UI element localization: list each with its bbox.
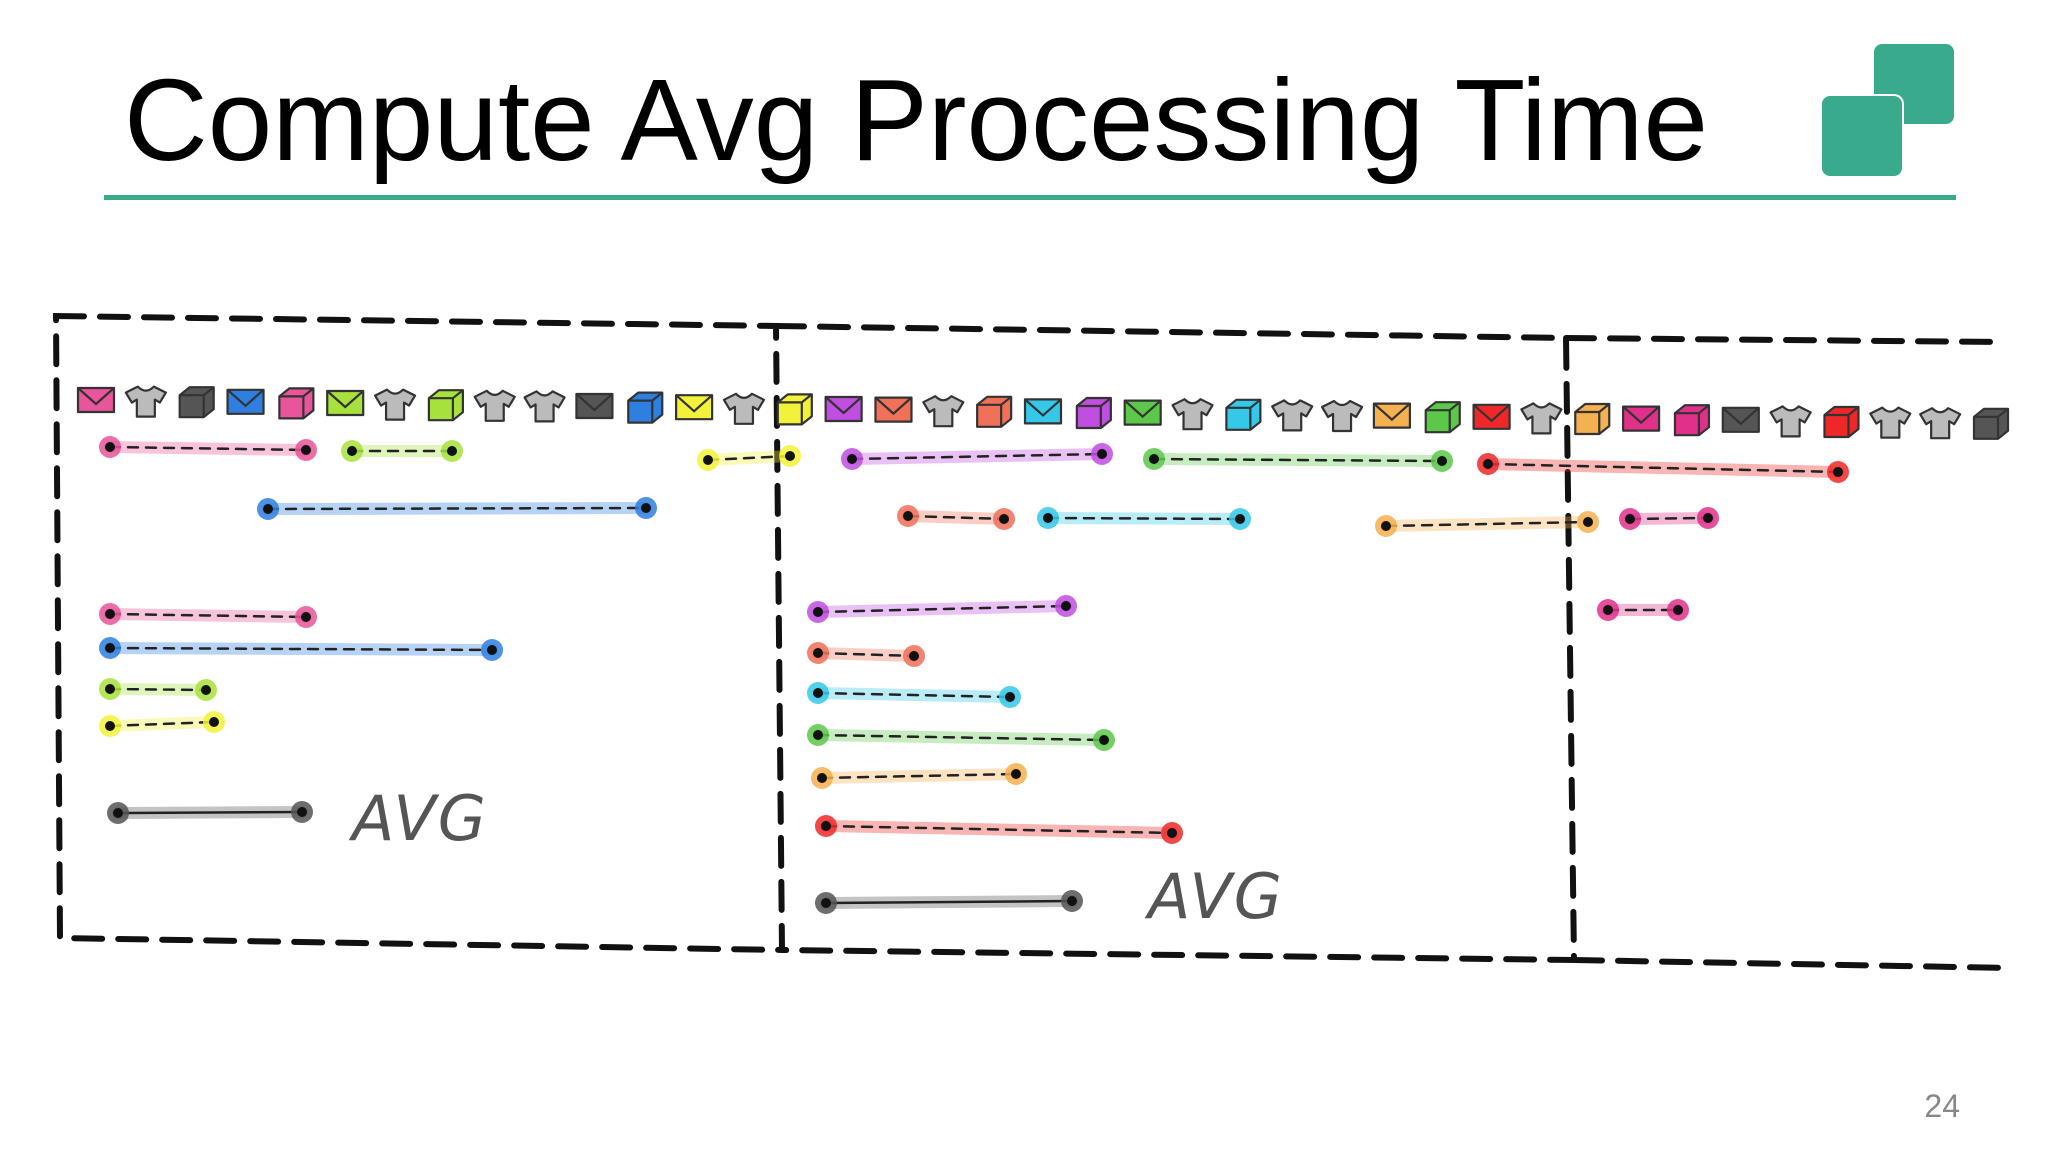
item-stream <box>76 385 2010 440</box>
summary-segment-w2-5 <box>811 763 1027 789</box>
tshirt-icon <box>523 390 566 423</box>
box-icon <box>1574 402 1611 436</box>
box-icon <box>1075 396 1112 430</box>
summary-segment-w1-3 <box>99 678 217 701</box>
avg-segment-w2 <box>815 890 1083 914</box>
slide-title: Compute Avg Processing Time <box>124 55 1708 185</box>
tshirt-icon <box>722 392 766 425</box>
stream-segment-w2-4 <box>897 505 1015 530</box>
stream-segment-w3-1 <box>1619 507 1719 530</box>
summary-segment-w2-1 <box>807 595 1077 623</box>
envelope-icon <box>226 388 265 415</box>
stream-segment-w1-3 <box>257 497 657 520</box>
envelope-icon <box>1023 398 1063 425</box>
tshirt-icon <box>1171 398 1214 431</box>
title-underline <box>104 195 1956 200</box>
summary-segment-w1-1 <box>99 603 317 628</box>
envelope-icon <box>1372 402 1411 429</box>
window-boundary-3 <box>1563 335 2003 345</box>
box-icon <box>1972 407 2010 440</box>
envelope-icon <box>874 396 913 423</box>
envelope-icon <box>575 392 614 420</box>
box-icon <box>776 393 813 426</box>
summary-segment-w1-2 <box>99 637 503 661</box>
box-icon <box>1225 398 1262 431</box>
envelope-icon <box>1472 403 1511 430</box>
tshirt-icon <box>922 395 965 428</box>
tshirt-icon <box>1320 399 1364 433</box>
logo-icon <box>1822 44 1958 180</box>
summary-segment-w2-3 <box>807 682 1021 708</box>
stream-segment-w1-2 <box>341 440 463 462</box>
envelope-icon <box>1123 399 1162 426</box>
window-boundary-4 <box>1571 957 2015 971</box>
box-icon <box>976 395 1013 428</box>
window-boundary-2 <box>773 323 1578 964</box>
envelope-icon <box>824 395 863 423</box>
box-icon <box>427 389 464 422</box>
envelope-icon <box>1721 406 1760 433</box>
processing-segments <box>99 436 1849 914</box>
box-icon <box>178 386 215 419</box>
summary-segment-w3-1 <box>1597 599 1689 621</box>
page-number: 24 <box>1924 1088 1960 1124</box>
tshirt-icon <box>1271 399 1314 432</box>
stream-segment-w2-6 <box>1375 511 1599 537</box>
summary-segment-w2-2 <box>807 642 925 667</box>
tshirt-icon <box>473 389 516 422</box>
summary-segment-w2-4 <box>807 724 1115 751</box>
tshirt-icon <box>124 385 167 418</box>
tshirt-icon <box>1919 407 1962 440</box>
summary-segment-w2-6 <box>815 815 1183 844</box>
summary-segment-w1-4 <box>99 711 225 737</box>
tshirt-icon <box>1869 406 1912 439</box>
stream-segment-w2-3 <box>1477 453 1849 483</box>
avg-label-window-1: AVG <box>348 782 488 855</box>
stream-segment-w2-1 <box>841 443 1113 470</box>
stream-segment-w2-2 <box>1143 448 1453 472</box>
box-icon <box>278 387 315 420</box>
stream-segment-w2-5 <box>1037 507 1251 530</box>
box-icon <box>1673 404 1711 437</box>
envelope-icon <box>675 394 714 421</box>
window-boxes <box>52 312 2015 971</box>
box-icon <box>1424 401 1461 434</box>
avg-segments: AVG AVG <box>348 782 1284 933</box>
stream-segment-w1-4 <box>697 445 801 471</box>
envelope-icon <box>1622 405 1661 432</box>
envelope-icon <box>326 389 365 417</box>
box-icon <box>1823 405 1860 439</box>
avg-label-window-2: AVG <box>1144 860 1284 933</box>
envelope-icon <box>76 386 116 414</box>
tshirt-icon <box>1769 405 1812 438</box>
tshirt-icon <box>373 388 417 421</box>
avg-segment-w1 <box>107 801 313 824</box>
box-icon <box>627 391 664 424</box>
logo-front-square <box>1822 96 1902 176</box>
stream-segment-w1-1 <box>99 436 317 461</box>
tshirt-icon <box>1520 402 1563 435</box>
